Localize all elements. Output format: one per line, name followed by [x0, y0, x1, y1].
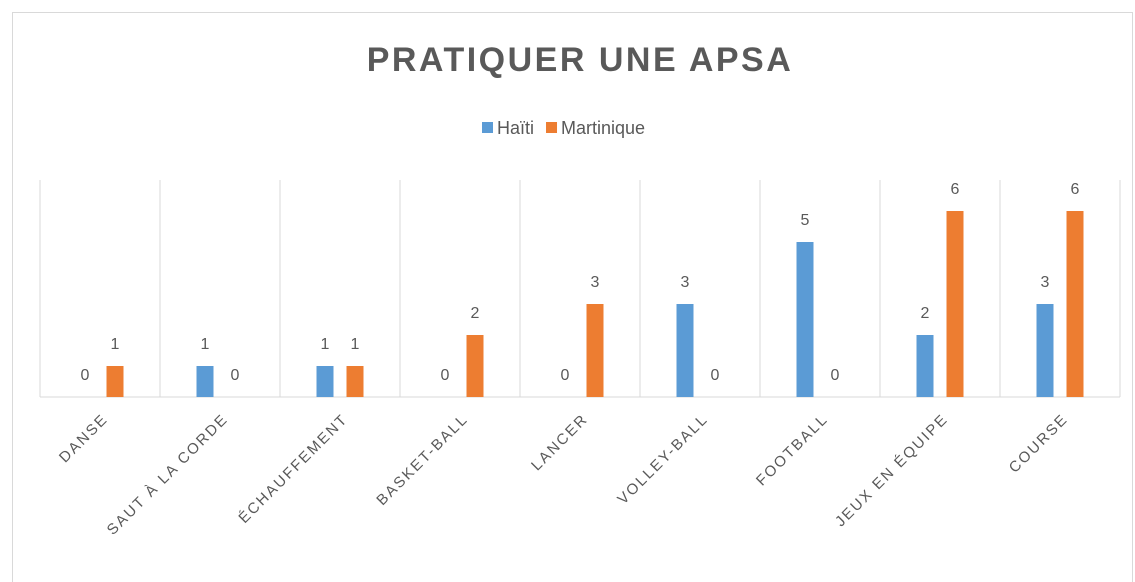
data-label: 2 — [921, 305, 930, 322]
data-label: 3 — [1041, 274, 1050, 291]
bar — [1066, 211, 1084, 397]
bar — [796, 242, 814, 397]
data-label: 0 — [231, 367, 240, 384]
data-label: 3 — [591, 274, 600, 291]
bar — [316, 366, 334, 397]
data-label: 1 — [201, 336, 210, 353]
bar — [346, 366, 364, 397]
bar — [106, 366, 124, 397]
data-label: 1 — [351, 336, 360, 353]
legend-swatch — [482, 122, 493, 133]
chart-frame — [12, 12, 1133, 582]
bar — [1036, 304, 1054, 397]
data-label: 0 — [711, 367, 720, 384]
chart-title: PRATIQUER UNE APSA — [367, 41, 794, 79]
bar — [196, 366, 214, 397]
legend-label: Martinique — [561, 118, 645, 138]
data-label: 6 — [951, 181, 960, 198]
data-label: 0 — [441, 367, 450, 384]
data-label: 0 — [561, 367, 570, 384]
data-label: 1 — [321, 336, 330, 353]
bar — [946, 211, 964, 397]
bar — [466, 335, 484, 397]
data-label: 0 — [831, 367, 840, 384]
bar — [676, 304, 694, 397]
data-label: 5 — [801, 212, 810, 229]
data-label: 0 — [81, 367, 90, 384]
bar — [916, 335, 934, 397]
data-label: 1 — [111, 336, 120, 353]
legend-label: Haïti — [497, 118, 534, 138]
legend-swatch — [546, 122, 558, 133]
data-label: 6 — [1071, 181, 1080, 198]
bar — [586, 304, 604, 397]
data-label: 3 — [681, 274, 690, 291]
data-label: 2 — [471, 305, 480, 322]
